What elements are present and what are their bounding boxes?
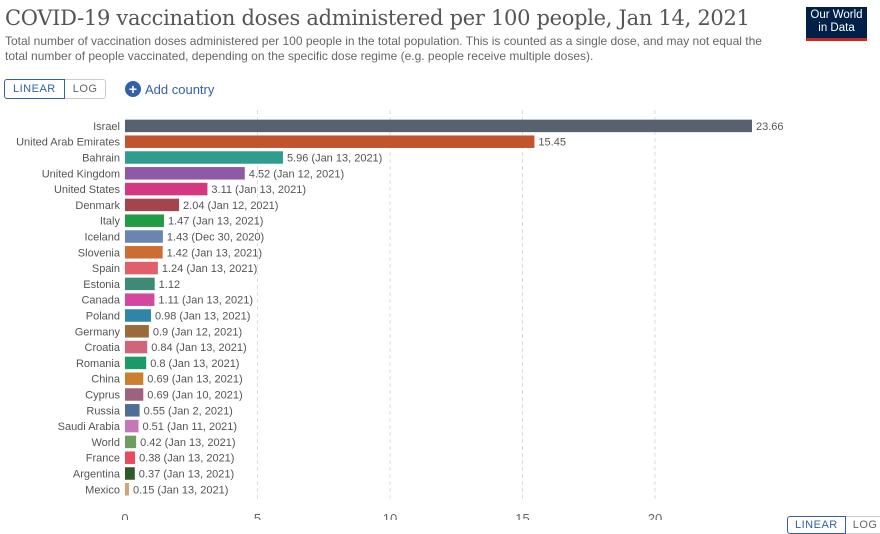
category-label: Romania xyxy=(76,358,121,370)
add-country-label: Add country xyxy=(145,81,215,97)
value-label: 1.42 (Jan 13, 2021) xyxy=(167,247,262,259)
value-label: 3.11 (Jan 13, 2021) xyxy=(211,184,306,196)
bar xyxy=(125,261,158,275)
chart-subtitle: Total number of vaccination doses admini… xyxy=(5,34,762,63)
value-label: 0.15 (Jan 13, 2021) xyxy=(133,484,228,496)
scale-toggle: LINEAR LOG xyxy=(4,79,107,99)
bar-chart: 0 5 10 15 20 Israel 23.66 United Arab Emirates 1… xyxy=(16,110,784,520)
value-label: 23.66 xyxy=(756,121,784,133)
chart-title: COVID-19 vaccination doses administered … xyxy=(5,6,750,30)
category-label: Estonia xyxy=(83,279,121,291)
bar xyxy=(125,151,283,164)
logo-line-1: Our World xyxy=(810,9,863,21)
bar xyxy=(125,325,149,338)
value-label: 2.04 (Jan 12, 2021) xyxy=(183,200,278,212)
category-label: Canada xyxy=(81,295,120,307)
value-label: 4.52 (Jan 12, 2021) xyxy=(249,168,344,180)
category-label: Iceland xyxy=(85,232,120,244)
x-tick-label: 5 xyxy=(254,511,261,520)
bottom-scale-toggle: LINEAR LOG xyxy=(787,516,880,534)
bar xyxy=(125,372,144,385)
bar xyxy=(125,214,164,227)
category-label: France xyxy=(86,453,120,465)
category-label: Argentina xyxy=(73,469,121,481)
category-label: China xyxy=(91,374,121,386)
bar xyxy=(125,198,180,212)
logo-accent-bar xyxy=(806,38,867,41)
value-label: 0.69 (Jan 13, 2021) xyxy=(147,374,242,386)
category-label: Slovenia xyxy=(78,247,121,259)
owid-logo[interactable]: Our World in Data xyxy=(806,7,867,41)
category-label: Spain xyxy=(92,263,120,275)
value-label: 0.69 (Jan 10, 2021) xyxy=(147,390,242,402)
value-label: 0.42 (Jan 13, 2021) xyxy=(140,437,235,449)
bar xyxy=(125,435,137,449)
value-label: 1.43 (Dec 30, 2020) xyxy=(167,232,264,244)
x-tick-label: 0 xyxy=(121,511,128,520)
value-label: 0.9 (Jan 12, 2021) xyxy=(153,326,242,338)
category-label: Denmark xyxy=(75,200,120,212)
bar xyxy=(125,293,155,306)
value-label: 0.55 (Jan 2, 2021) xyxy=(144,405,233,417)
bar xyxy=(125,309,151,322)
bar xyxy=(125,340,148,354)
category-label: Russia xyxy=(86,405,121,417)
category-label: Mexico xyxy=(85,484,120,496)
category-label: United States xyxy=(54,184,121,196)
logo-line-2: in Data xyxy=(818,22,855,34)
bar xyxy=(125,483,129,496)
bottom-linear-scale-button[interactable]: LINEAR xyxy=(787,516,846,534)
category-label: Bahrain xyxy=(82,153,120,165)
bar xyxy=(125,467,135,480)
bar xyxy=(125,246,163,259)
bar xyxy=(125,404,140,417)
log-scale-button[interactable]: LOG xyxy=(64,79,107,99)
bar xyxy=(125,167,245,180)
value-label: 1.47 (Jan 13, 2021) xyxy=(168,216,263,228)
category-label: Poland xyxy=(86,311,120,323)
value-label: 0.51 (Jan 11, 2021) xyxy=(143,421,238,433)
bar xyxy=(125,230,163,243)
value-label: 0.98 (Jan 13, 2021) xyxy=(155,311,250,323)
value-label: 5.96 (Jan 13, 2021) xyxy=(287,153,382,165)
value-label: 0.8 (Jan 13, 2021) xyxy=(150,358,239,370)
category-label: Cyprus xyxy=(85,390,120,402)
value-label: 15.45 xyxy=(538,137,566,149)
bar xyxy=(125,182,208,196)
linear-scale-button[interactable]: LINEAR xyxy=(4,79,65,99)
category-label: United Kingdom xyxy=(42,168,120,180)
value-label: 1.24 (Jan 13, 2021) xyxy=(162,263,257,275)
category-label: United Arab Emirates xyxy=(16,137,120,149)
bar xyxy=(125,277,155,291)
bar xyxy=(125,356,147,370)
value-label: 1.12 xyxy=(159,279,180,291)
category-label: Saudi Arabia xyxy=(58,421,121,433)
value-label: 1.11 (Jan 13, 2021) xyxy=(158,295,253,307)
bar xyxy=(125,388,144,401)
category-label: Germany xyxy=(75,326,121,338)
bar xyxy=(125,119,752,133)
bottom-log-scale-button[interactable]: LOG xyxy=(845,516,880,534)
category-label: Italy xyxy=(100,216,121,228)
category-label: World xyxy=(91,437,120,449)
category-label: Croatia xyxy=(85,342,121,354)
value-label: 0.84 (Jan 13, 2021) xyxy=(151,342,246,354)
plus-circle-icon: + xyxy=(125,81,141,97)
category-label: Israel xyxy=(93,121,120,133)
bar xyxy=(125,419,139,433)
x-tick-label: 20 xyxy=(648,511,662,520)
x-tick-label: 15 xyxy=(515,511,529,520)
bar xyxy=(125,451,136,464)
value-label: 0.38 (Jan 13, 2021) xyxy=(139,453,234,465)
x-tick-label: 10 xyxy=(383,511,397,520)
bar xyxy=(125,135,535,148)
add-country-button[interactable]: + Add country xyxy=(125,81,214,97)
value-label: 0.37 (Jan 13, 2021) xyxy=(139,469,234,481)
